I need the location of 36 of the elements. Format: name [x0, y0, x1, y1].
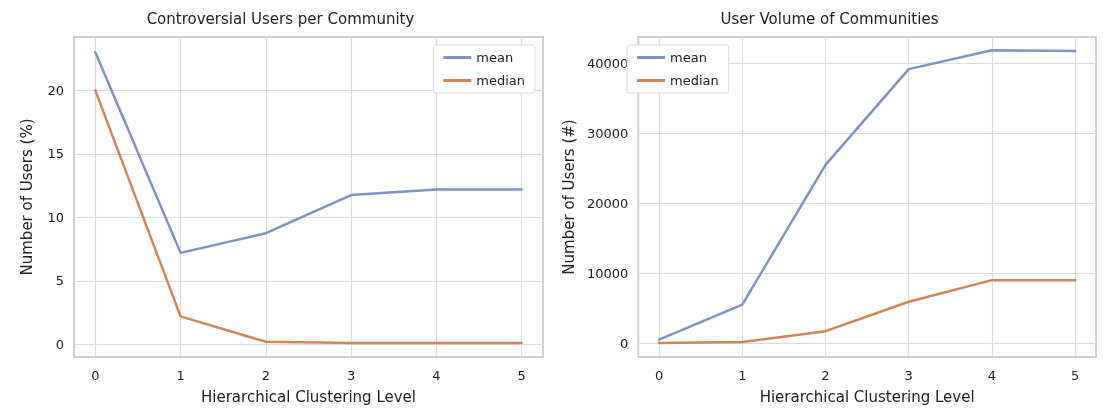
y-tick-label: 20000: [586, 195, 628, 211]
line-series: [94, 50, 523, 255]
line-series: [657, 278, 1076, 345]
x-tick-label: 0: [654, 368, 663, 383]
y-tick-label: 10000: [586, 265, 628, 281]
x-tick-label: 2: [820, 368, 830, 383]
x-tick-label: 4: [987, 368, 996, 383]
y-tick-label: 0: [619, 335, 628, 351]
legend-label: median: [669, 73, 719, 88]
y-tick-label: 5: [55, 273, 64, 289]
x-axis-title: Hierarchical Clustering Level: [201, 387, 416, 406]
x-tick-label: 0: [91, 368, 100, 383]
legend-label: mean: [669, 50, 707, 65]
x-tick-label: 1: [737, 368, 746, 383]
x-tick-label: 5: [1070, 368, 1079, 383]
y-axis-title: Number of Users (%): [17, 118, 36, 276]
y-tick-label: 15: [47, 146, 64, 162]
chart-title: User Volume of Communities: [720, 9, 939, 28]
y-tick-label: 0: [55, 336, 64, 352]
x-tick-label: 3: [347, 368, 356, 383]
x-tick-label: 2: [261, 368, 270, 383]
y-tick-label: 30000: [586, 125, 628, 141]
chart-title: Controversial Users per Community: [146, 9, 415, 28]
x-tick-label: 3: [904, 368, 913, 383]
legend-label: mean: [476, 50, 514, 65]
legend-label: median: [476, 73, 525, 88]
line-series: [94, 89, 523, 345]
y-tick-label: 10: [47, 209, 64, 225]
x-tick-label: 5: [517, 368, 526, 383]
line-series: [657, 49, 1076, 341]
y-tick-label: 20: [47, 82, 64, 98]
x-tick-label: 1: [176, 368, 185, 383]
x-tick-label: 4: [432, 368, 441, 383]
y-tick-label: 40000: [586, 56, 628, 72]
x-axis-title: Hierarchical Clustering Level: [759, 387, 975, 406]
y-axis-title: Number of Users (#): [559, 119, 577, 275]
